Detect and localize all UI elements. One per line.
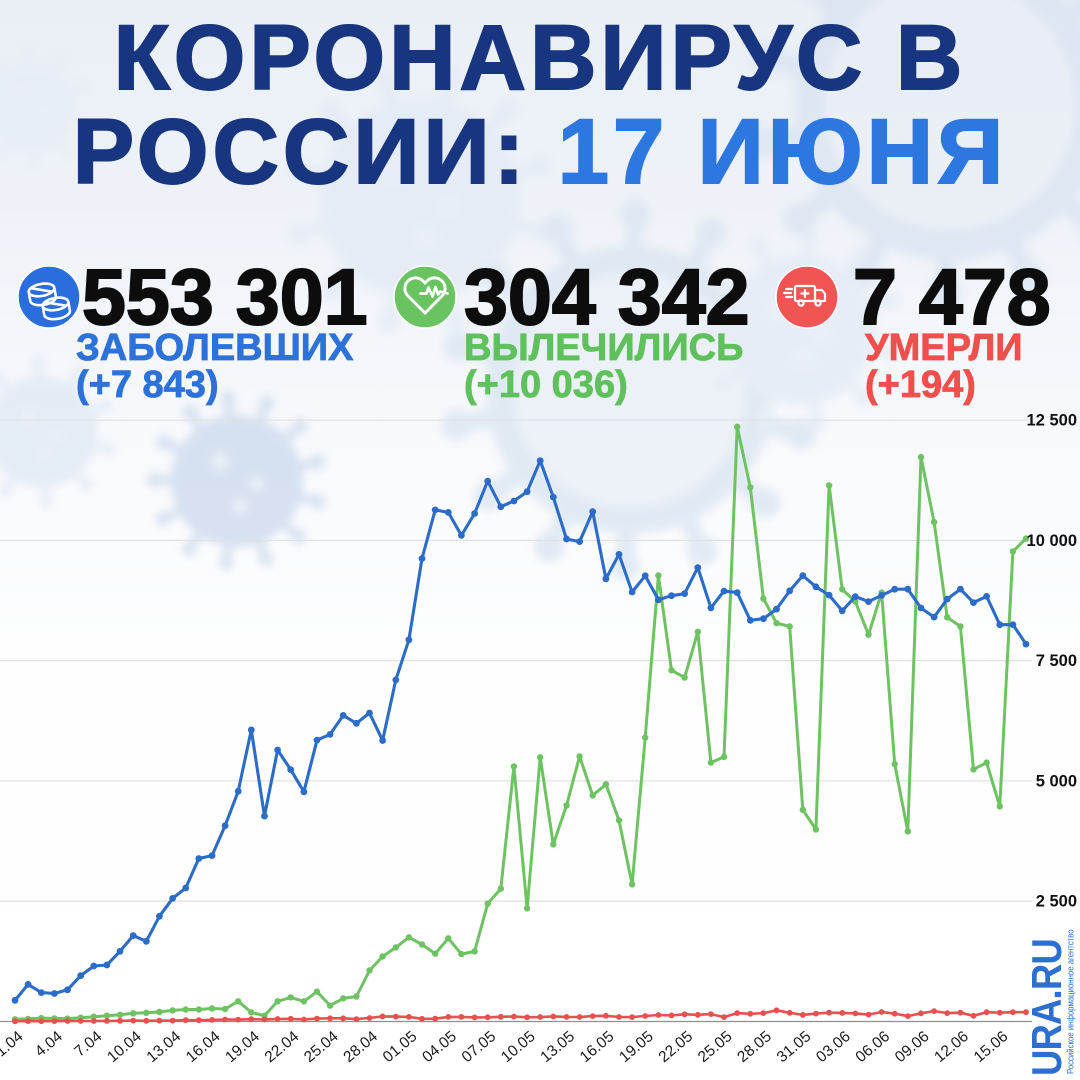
svg-text:12.06: 12.06 — [931, 1028, 972, 1066]
svg-text:URA.RU: URA.RU — [1024, 939, 1071, 1076]
svg-text:7.04: 7.04 — [71, 1028, 105, 1061]
svg-text:25.04: 25.04 — [301, 1028, 342, 1066]
svg-text:15.06: 15.06 — [971, 1028, 1012, 1066]
svg-text:01.05: 01.05 — [380, 1028, 421, 1066]
svg-text:7 500: 7 500 — [1036, 652, 1077, 670]
svg-text:22.05: 22.05 — [656, 1028, 697, 1066]
svg-text:2 500: 2 500 — [1036, 893, 1077, 911]
svg-text:28.05: 28.05 — [734, 1028, 775, 1066]
svg-text:10 000: 10 000 — [1027, 532, 1077, 550]
svg-text:28.04: 28.04 — [340, 1028, 381, 1066]
svg-text:13.04: 13.04 — [144, 1028, 185, 1066]
svg-text:09.06: 09.06 — [892, 1028, 933, 1066]
svg-text:19.04: 19.04 — [222, 1028, 263, 1066]
svg-text:06.06: 06.06 — [853, 1028, 894, 1066]
svg-text:03.06: 03.06 — [813, 1028, 854, 1066]
svg-text:1.04: 1.04 — [0, 1028, 27, 1061]
svg-text:19.05: 19.05 — [616, 1028, 657, 1066]
svg-text:13.05: 13.05 — [537, 1028, 578, 1066]
svg-text:22.04: 22.04 — [262, 1028, 303, 1066]
svg-text:07.05: 07.05 — [459, 1028, 500, 1066]
svg-text:16.05: 16.05 — [577, 1028, 618, 1066]
svg-text:31.05: 31.05 — [774, 1028, 815, 1066]
svg-text:10.04: 10.04 — [104, 1028, 145, 1066]
svg-text:25.05: 25.05 — [695, 1028, 736, 1066]
svg-text:04.05: 04.05 — [419, 1028, 460, 1066]
svg-text:Российское информационное аген: Российское информационное агентство — [1065, 929, 1076, 1074]
svg-text:4.04: 4.04 — [32, 1028, 66, 1061]
svg-text:5 000: 5 000 — [1036, 772, 1077, 790]
svg-text:10.05: 10.05 — [498, 1028, 539, 1066]
svg-text:12 500: 12 500 — [1027, 412, 1077, 430]
svg-text:16.04: 16.04 — [183, 1028, 224, 1066]
